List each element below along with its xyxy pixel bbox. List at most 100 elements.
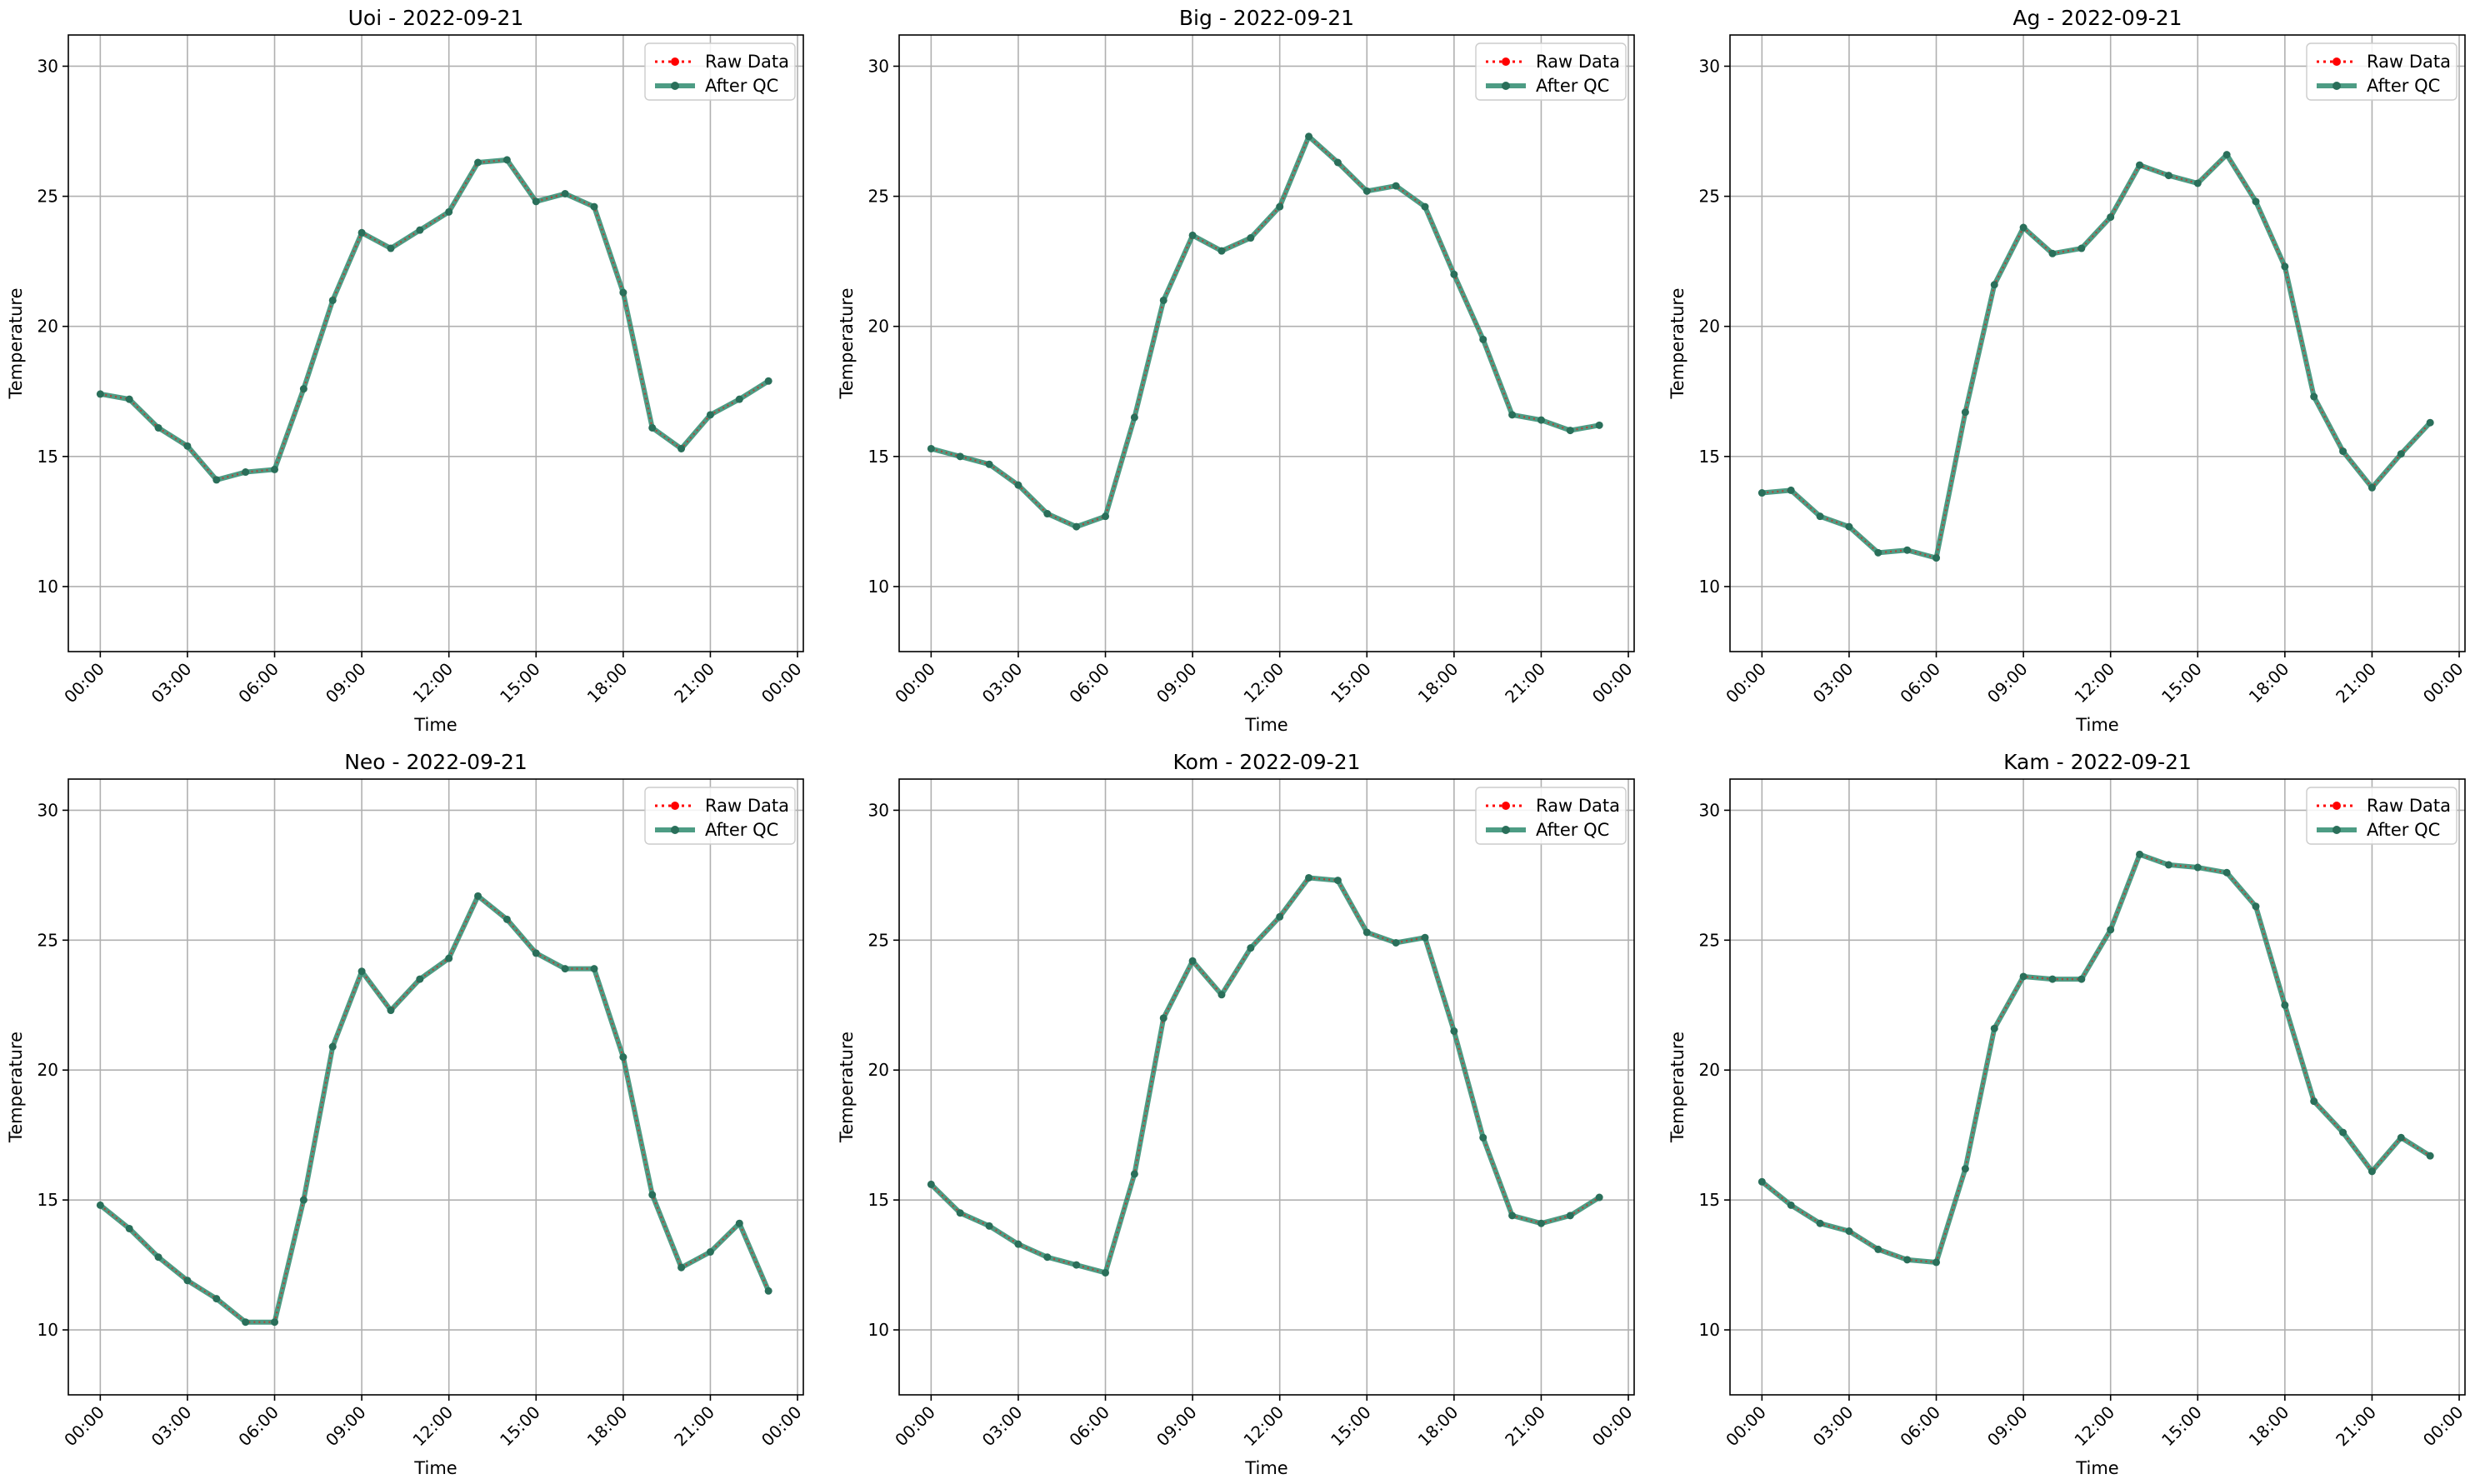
series-after-qc-point — [271, 465, 279, 473]
x-tick-label: 06:00 — [1896, 659, 1944, 707]
series-after-qc-point — [619, 1053, 628, 1062]
series-after-qc-point — [1333, 158, 1342, 167]
legend-qc-label: After QC — [1536, 820, 1609, 840]
series-after-qc-point — [927, 444, 935, 452]
x-tick-label: 15:00 — [496, 659, 544, 707]
chart-title: Uoi - 2022-09-21 — [348, 6, 524, 30]
y-axis-label: Temperature — [6, 1032, 26, 1143]
series-after-qc-point — [1043, 510, 1052, 518]
y-tick-label: 15 — [868, 1190, 889, 1210]
chart-title: Neo - 2022-09-21 — [344, 750, 528, 774]
legend-qc-marker — [1502, 826, 1510, 834]
series-after-qc-point — [2368, 1167, 2376, 1176]
x-tick-label: 00:00 — [1588, 1402, 1637, 1451]
y-tick-label: 15 — [868, 447, 889, 467]
legend-qc-label: After QC — [1536, 76, 1609, 96]
y-tick-label: 15 — [38, 1190, 58, 1210]
series-after-qc-point — [2048, 975, 2057, 983]
chart-panel: 10 15 20 25 30 00:00 03:00 06:00 09:00 12:00 15:00… — [837, 6, 1637, 735]
x-tick-label: 21:00 — [670, 1402, 718, 1451]
y-tick-label: 30 — [38, 800, 58, 820]
series-after-qc-point — [648, 1191, 657, 1199]
series-after-qc-point — [242, 1318, 250, 1327]
series-after-qc-line — [98, 893, 771, 1325]
y-tick-label: 20 — [1699, 1060, 1720, 1080]
legend-raw-marker — [671, 802, 679, 810]
series-after-qc-point — [648, 423, 657, 432]
x-tick-label: 06:00 — [1065, 1402, 1113, 1451]
x-tick-label: 00:00 — [60, 1402, 108, 1451]
series-after-qc-point — [1845, 1227, 1853, 1236]
series-after-qc-point — [1218, 247, 1226, 255]
x-axis-label: Time — [2075, 1458, 2118, 1478]
y-axis-label: Temperature — [837, 287, 857, 399]
series-after-qc-point — [1874, 1245, 1882, 1253]
y-tick-label: 25 — [1699, 930, 1720, 950]
legend-raw-marker — [1502, 802, 1510, 810]
chart-title: Ag - 2022-09-21 — [2012, 6, 2182, 30]
series-after-qc-point — [1450, 1027, 1458, 1035]
series-after-qc-point — [2136, 161, 2144, 169]
series-after-qc-point — [299, 1196, 308, 1204]
x-tick-label: 03:00 — [978, 659, 1027, 707]
x-axis-label: Time — [413, 1458, 457, 1478]
x-tick-label: 15:00 — [496, 1402, 544, 1451]
series-after-qc-point — [1903, 546, 1912, 554]
series-after-qc-point — [706, 411, 714, 419]
x-tick-label: 15:00 — [1327, 1402, 1375, 1451]
chart-panel: 10 15 20 25 30 00:00 03:00 06:00 09:00 12:00 15:00… — [1668, 750, 2468, 1478]
series-after-qc-point — [474, 158, 482, 167]
x-tick-label: 21:00 — [1501, 1402, 1549, 1451]
series-after-qc-point — [2164, 861, 2172, 869]
series-after-qc-point — [1276, 202, 1284, 211]
series-raw-data-line — [1761, 853, 2431, 1264]
series-after-qc-point — [985, 460, 993, 468]
series-after-qc-point — [956, 452, 964, 461]
series-after-qc-point — [1932, 554, 1941, 562]
series-after-qc-point — [2048, 249, 2057, 257]
series-after-qc-point — [387, 244, 395, 252]
x-tick-label: 00:00 — [758, 659, 806, 707]
x-tick-label: 00:00 — [758, 1402, 806, 1451]
x-tick-label: 15:00 — [2158, 659, 2206, 707]
x-tick-label: 03:00 — [148, 659, 196, 707]
series-raw-data-line — [930, 877, 1600, 1274]
series-after-qc-point — [271, 1318, 279, 1327]
series-after-qc-point — [445, 207, 453, 216]
plot-frame — [68, 34, 804, 652]
series-after-qc-point — [183, 1277, 192, 1285]
plot-frame — [1729, 34, 2466, 652]
series-after-qc-point — [1305, 873, 1313, 882]
legend-qc-label: After QC — [2367, 76, 2440, 96]
series-after-qc-point — [2368, 483, 2376, 492]
series-after-qc-line — [1760, 852, 2432, 1265]
series-raw-data-line — [931, 134, 1600, 528]
x-tick-label: 06:00 — [234, 659, 282, 707]
series-after-qc-point — [474, 892, 482, 900]
series-after-qc-point — [96, 390, 104, 398]
series-after-qc-point — [1566, 427, 1574, 435]
series-after-qc-point — [1247, 234, 1255, 242]
series-after-qc-line — [929, 875, 1601, 1276]
series-after-qc-point — [1990, 1024, 1998, 1032]
x-tick-label: 12:00 — [2070, 1402, 2118, 1451]
y-tick-label: 25 — [38, 187, 58, 207]
series-after-qc-point — [1014, 1240, 1022, 1248]
series-after-qc-point — [1218, 991, 1226, 999]
chart-title: Kam - 2022-09-21 — [2003, 750, 2192, 774]
series-after-qc-point — [2281, 1001, 2289, 1009]
series-after-qc-point — [2107, 213, 2115, 222]
legend-raw-label: Raw Data — [705, 796, 789, 816]
series-after-qc-point — [1072, 1261, 1081, 1269]
series-after-qc-point — [1537, 416, 1545, 424]
series-after-qc-point — [561, 189, 569, 197]
series-after-qc-point — [1421, 933, 1429, 942]
x-tick-label: 09:00 — [1983, 659, 2032, 707]
series-after-qc-point — [1961, 408, 1969, 417]
series-after-qc-point — [416, 226, 424, 234]
series-after-qc-point — [1932, 1258, 1941, 1267]
x-axis-label: Time — [1244, 1458, 1288, 1478]
y-tick-label: 15 — [1699, 447, 1720, 467]
series-raw-data-line — [99, 894, 770, 1323]
